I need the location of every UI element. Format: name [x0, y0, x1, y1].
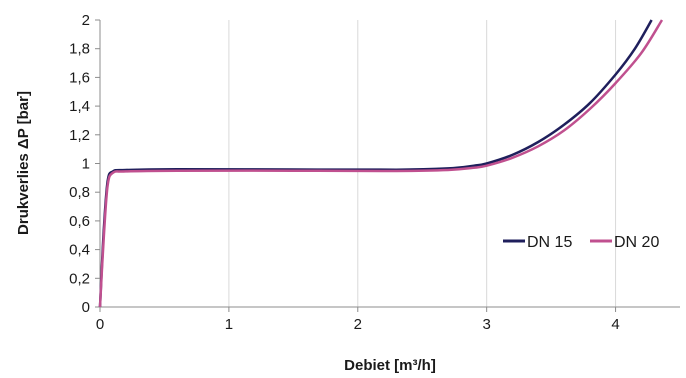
legend-label: DN 20 — [614, 234, 659, 251]
series-line-dn-20 — [98, 19, 664, 308]
y-tick-label: 1,2 — [69, 127, 90, 144]
x-tick-label: 1 — [225, 316, 233, 333]
series-lines — [98, 19, 664, 308]
gridlines — [228, 20, 617, 307]
y-axis-title: Drukverlies ΔP [bar] — [15, 91, 32, 235]
y-tick-label: 1,6 — [69, 69, 90, 86]
legend: DN 15 DN 20 — [503, 234, 659, 251]
x-tick-label: 2 — [354, 316, 362, 333]
x-tick-label: 0 — [96, 316, 104, 333]
x-tick-labels: 0 1 2 3 4 — [96, 307, 620, 333]
y-tick-labels: 0 0,2 0,4 0,6 0,8 1 1,2 1,4 1,6 1,8 2 — [69, 12, 100, 316]
x-tick-label: 4 — [611, 316, 619, 333]
x-tick-label: 3 — [482, 316, 490, 333]
y-tick-label: 2 — [82, 12, 90, 29]
y-tick-label: 0,2 — [69, 270, 90, 287]
series-line-dn-15 — [98, 19, 653, 308]
y-tick-label: 0,4 — [69, 242, 90, 259]
y-tick-label: 0,6 — [69, 213, 90, 230]
y-tick-label: 1,4 — [69, 98, 90, 115]
y-tick-label: 1 — [82, 156, 90, 173]
x-axis-title: Debiet [m³/h] — [344, 357, 436, 374]
y-tick-label: 0,8 — [69, 184, 90, 201]
y-tick-label: 1,8 — [69, 41, 90, 58]
legend-label: DN 15 — [527, 234, 572, 251]
y-tick-label: 0 — [82, 299, 90, 316]
